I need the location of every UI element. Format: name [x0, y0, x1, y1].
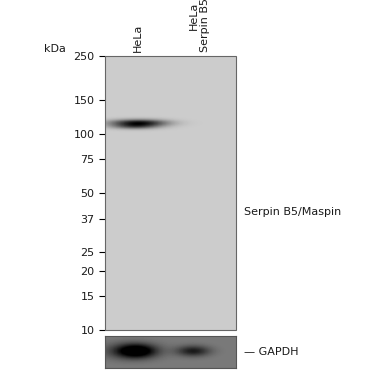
Text: HeLa
Serpin B5 KO: HeLa Serpin B5 KO [189, 0, 210, 52]
Text: Serpin B5/Maspin: Serpin B5/Maspin [244, 207, 341, 217]
Text: — GAPDH: — GAPDH [244, 346, 298, 357]
Text: HeLa: HeLa [133, 24, 143, 52]
Text: kDa: kDa [44, 44, 66, 54]
